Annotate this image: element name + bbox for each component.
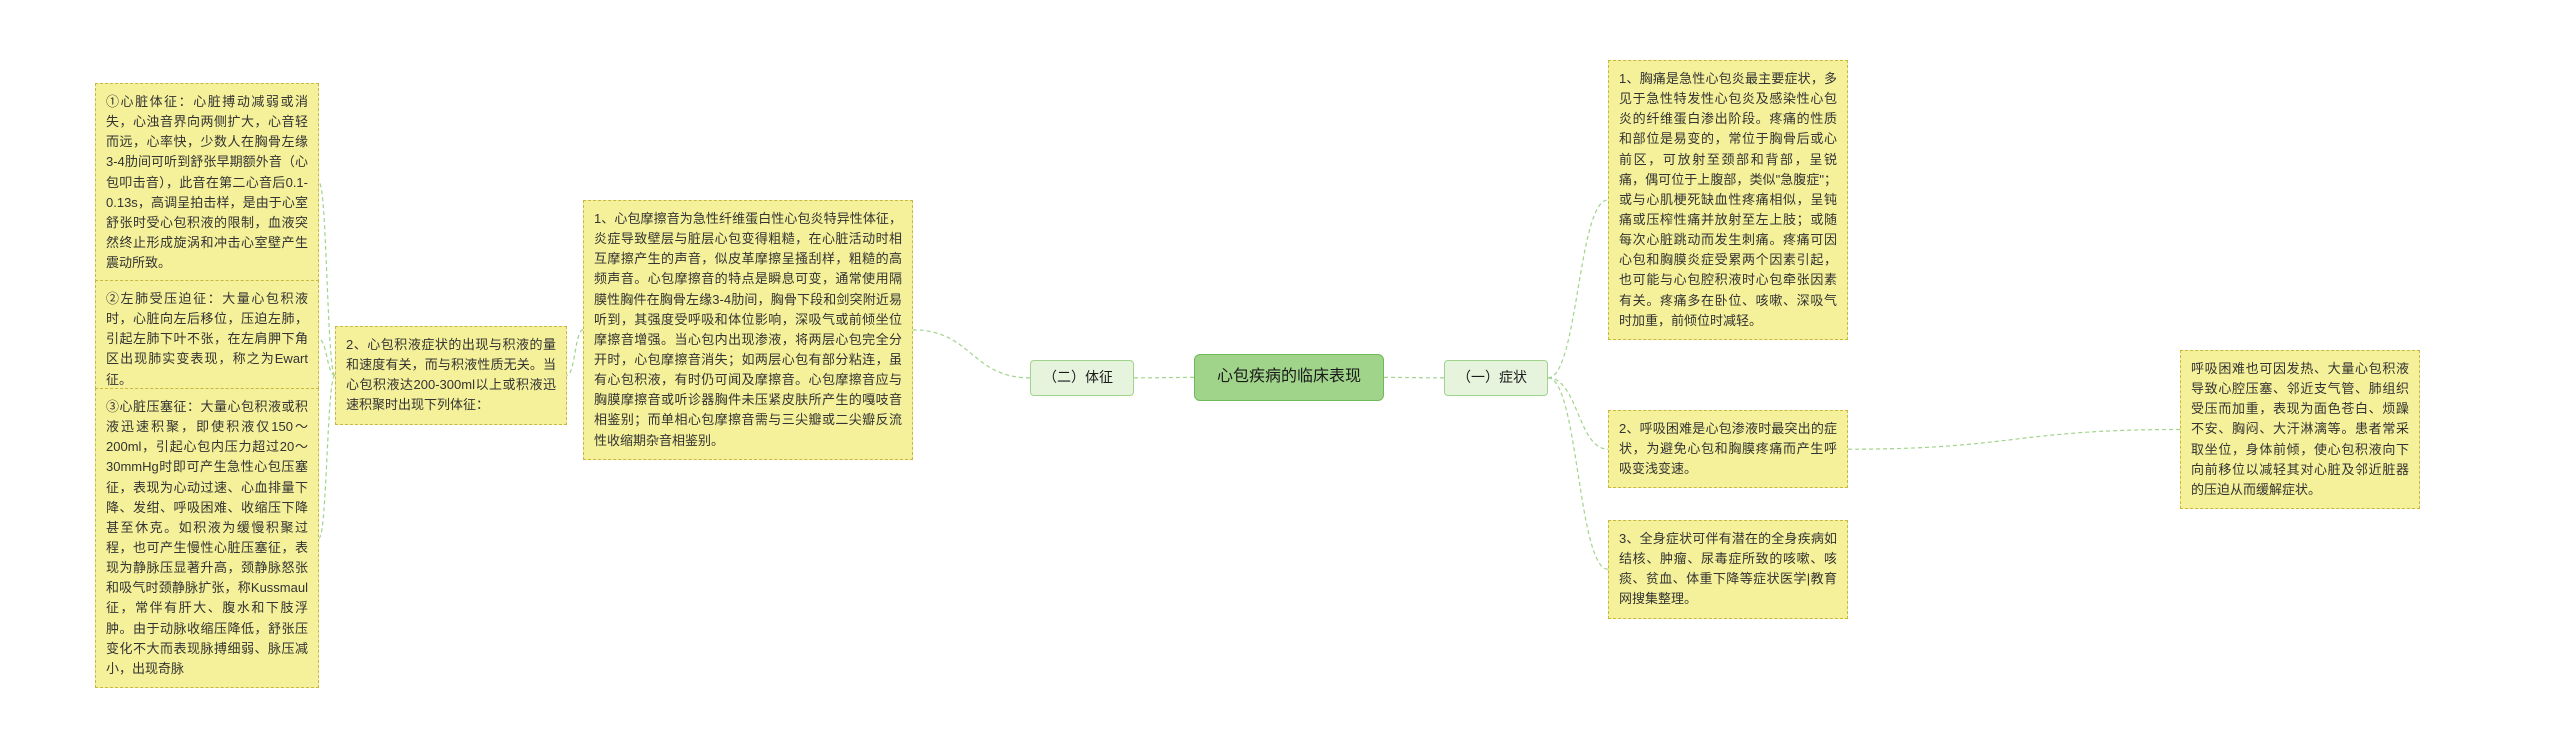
leaf-sign-2a: ①心脏体征：心脏搏动减弱或消失，心浊音界向两侧扩大，心音轻而远，心率快，少数人在… <box>95 83 319 282</box>
branch-left: （二）体征 <box>1030 360 1134 396</box>
leaf-symptom-1: 1、胸痛是急性心包炎最主要症状，多见于急性特发性心包炎及感染性心包炎的纤维蛋白渗… <box>1608 60 1848 340</box>
leaf-symptom-2a: 呼吸困难也可因发热、大量心包积液导致心腔压塞、邻近支气管、肺组织受压而加重，表现… <box>2180 350 2420 509</box>
leaf-symptom-2: 2、呼吸困难是心包渗液时最突出的症状，为避免心包和胸膜疼痛而产生呼吸变浅变速。 <box>1608 410 1848 488</box>
leaf-sign-1: 1、心包摩擦音为急性纤维蛋白性心包炎特异性体征，炎症导致壁层与脏层心包变得粗糙，… <box>583 200 913 460</box>
branch-right: （一）症状 <box>1444 360 1548 396</box>
leaf-sign-2c: ③心脏压塞征：大量心包积液或积液迅速积聚，即使积液仅150～200ml，引起心包… <box>95 388 319 688</box>
leaf-sign-2b: ②左肺受压迫征：大量心包积液时，心脏向左后移位，压迫左肺，引起左肺下叶不张，在左… <box>95 280 319 399</box>
leaf-symptom-3: 3、全身症状可伴有潜在的全身疾病如结核、肿瘤、尿毒症所致的咳嗽、咳痰、贫血、体重… <box>1608 520 1848 619</box>
root-node: 心包疾病的临床表现 <box>1194 354 1384 401</box>
leaf-sign-2: 2、心包积液症状的出现与积液的量和速度有关，而与积液性质无关。当心包积液达200… <box>335 326 567 425</box>
